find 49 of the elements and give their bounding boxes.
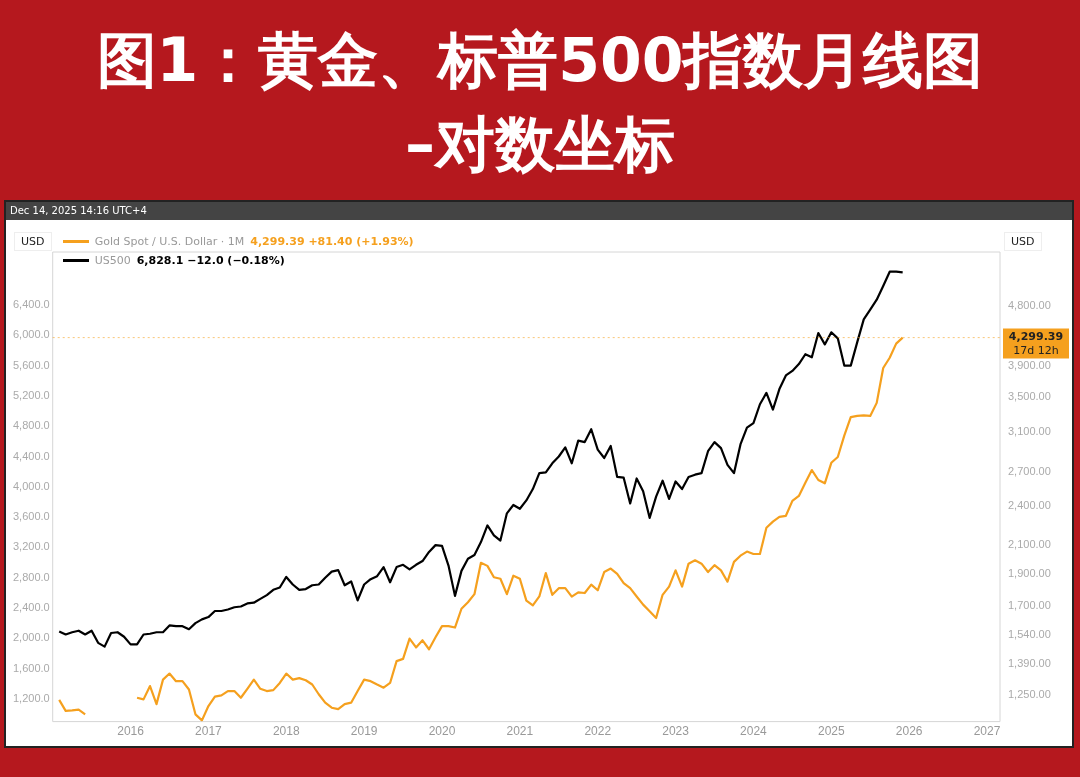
y2-tick-label: 1,900.00 [1008,566,1051,579]
y2-tick-label: 2,700.00 [1008,465,1051,478]
y2-tick-label: 1,700.00 [1008,599,1051,612]
legend-label: US500 [94,253,131,269]
y-tick-label: 1,600.0 [13,661,50,674]
y-axis-title: USD [14,232,52,251]
y2-tick-label: 3,100.00 [1008,425,1051,438]
x-tick-label: 2027 [973,724,1001,739]
y-tick-label: 2,800.0 [13,570,50,583]
y2-tick-label: 4,800.00 [1008,298,1051,311]
y-tick-label: 6,400.0 [13,298,50,311]
y2-axis-title: USD [1004,232,1042,251]
legend-label: Gold Spot / U.S. Dollar · 1M [94,234,245,250]
y-tick-label: 5,600.0 [13,358,50,371]
y2-tick-label: 3,900.00 [1008,358,1051,371]
x-tick-label: 2026 [895,724,923,739]
y2-tick-label: 2,400.00 [1008,499,1051,512]
x-tick-label: 2023 [662,724,690,739]
x-tick-label: 2020 [428,724,456,739]
text: Dec 14, 2025 14:16 UTC+4 [6,202,1072,220]
y-tick-label: 2,400.0 [13,601,50,614]
x-tick-label: 2021 [506,724,534,739]
x-tick-label: 2018 [272,724,300,739]
y-tick-label: 5,200.0 [13,388,50,401]
chart-title: 图1：黄金、标普500指数月线图 [95,24,985,97]
annotation: 6,828.1 −12.0 (−0.18%) [136,253,285,269]
x-tick-label: 2019 [350,724,378,739]
y2-tick-label: 3,500.00 [1008,390,1051,403]
x-tick-label: 2022 [584,724,612,739]
y-tick-label: 4,000.0 [13,479,50,492]
ref-line-label: 4,299.39 [1008,330,1064,344]
y-tick-label: 2,000.0 [13,631,50,644]
chart-subtitle: –对数坐标 [404,108,676,181]
text: 4,299.39 +81.40 (+1.93%) [250,234,414,250]
y2-tick-label: 1,390.00 [1008,657,1051,670]
y-tick-label: 3,600.0 [13,510,50,523]
x-tick-label: 2016 [117,724,145,739]
y-tick-label: 4,400.0 [13,449,50,462]
y2-tick-label: 1,540.00 [1008,627,1051,640]
x-tick-label: 2025 [817,724,845,739]
y2-tick-label: 1,250.00 [1008,687,1051,700]
y-tick-label: 4,800.0 [13,419,50,432]
y-tick-label: 3,200.0 [13,540,50,553]
text: 17d 12h [1013,344,1059,358]
y-tick-label: 6,000.0 [13,328,50,341]
y2-tick-label: 2,100.00 [1008,537,1051,550]
x-tick-label: 2024 [740,724,768,739]
x-tick-label: 2017 [195,724,223,739]
y-tick-label: 1,200.0 [13,691,50,704]
